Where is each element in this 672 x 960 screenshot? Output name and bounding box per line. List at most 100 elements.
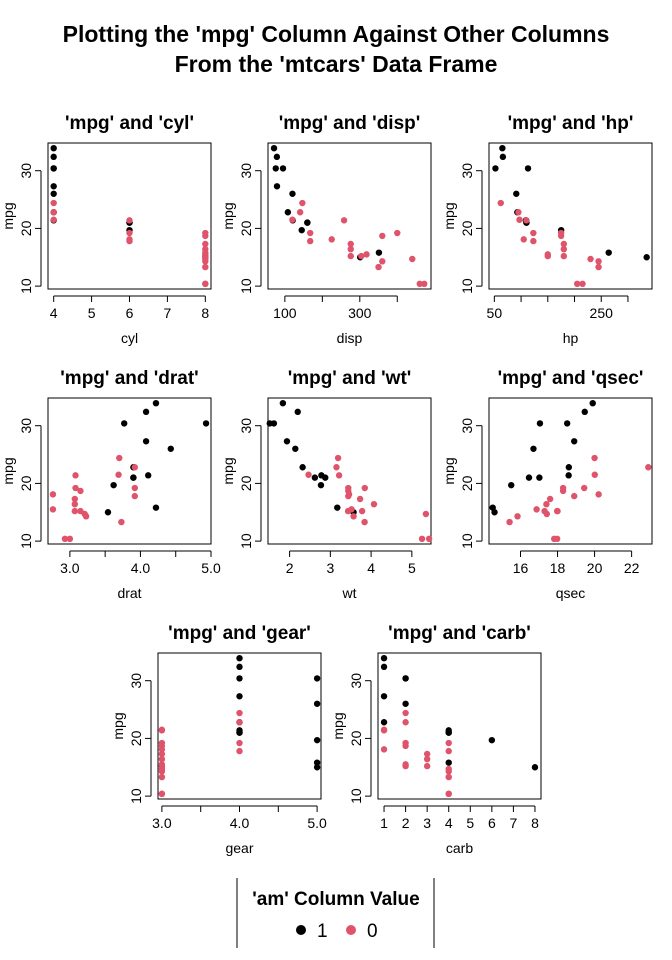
- data-point-am-1: [152, 504, 160, 511]
- data-point-am-0: [49, 506, 57, 513]
- figure-title-line-2: From the 'mtcars' Data Frame: [175, 51, 498, 77]
- data-point-am-0: [158, 790, 166, 798]
- data-point-am-0: [425, 535, 433, 543]
- data-point-am-1: [530, 445, 537, 452]
- x-tick-label: 3: [423, 815, 431, 831]
- x-tick-label: 5: [408, 560, 416, 576]
- data-point-am-1: [311, 474, 319, 481]
- y-axis-label: mpg: [220, 202, 236, 229]
- y-tick-label: 10: [238, 278, 254, 294]
- data-point-am-0: [50, 216, 57, 223]
- data-point-am-1: [130, 474, 137, 481]
- data-point-am-0: [546, 495, 554, 503]
- data-point-am-0: [445, 765, 452, 773]
- x-tick-label: 7: [510, 815, 518, 831]
- y-tick-label: 20: [18, 475, 34, 491]
- data-point-am-0: [306, 229, 314, 237]
- data-point-am-0: [50, 209, 57, 216]
- data-point-am-1: [525, 474, 533, 481]
- data-point-am-0: [543, 500, 550, 508]
- data-point-am-0: [289, 216, 296, 223]
- data-point-am-1: [513, 190, 520, 197]
- data-point-am-1: [298, 226, 305, 234]
- data-point-am-0: [350, 513, 357, 520]
- data-point-am-0: [158, 739, 166, 747]
- y-axis-label: mpg: [0, 202, 16, 229]
- data-point-am-1: [445, 727, 452, 734]
- plot-frame: [47, 397, 212, 545]
- x-tick-label: 3.0: [152, 815, 172, 831]
- data-point-am-1: [492, 165, 499, 172]
- y-tick-label: 10: [459, 533, 475, 549]
- data-point-am-0: [416, 280, 423, 288]
- y-tick-label: 10: [348, 788, 364, 804]
- panel-title: 'mpg' and 'qsec': [498, 368, 644, 389]
- x-tick-label: 300: [348, 305, 372, 321]
- y-tick-label: 30: [18, 163, 34, 179]
- data-point-am-1: [565, 464, 573, 471]
- data-point-am-0: [559, 484, 567, 492]
- x-tick-label: 2: [286, 560, 294, 576]
- data-point-am-1: [142, 438, 150, 445]
- data-point-am-0: [347, 240, 354, 248]
- legend-title: 'am' Column Value: [252, 889, 419, 910]
- data-point-am-1: [236, 675, 243, 682]
- plot-frame: [488, 397, 653, 545]
- data-point-am-1: [499, 153, 507, 161]
- data-point-am-0: [402, 709, 409, 717]
- data-point-am-0: [514, 513, 521, 520]
- data-point-am-0: [158, 746, 166, 753]
- data-point-am-1: [236, 663, 243, 671]
- data-point-am-1: [445, 759, 452, 766]
- data-point-am-1: [488, 736, 496, 744]
- legend-marker-am-1: [296, 925, 306, 935]
- panel-gear: 'mpg' and 'gear' 3.0 4.0 5.0 gear 10 20 30 mpg: [110, 623, 327, 856]
- panel-qsec: 'mpg' and 'qsec' 16 18 20 22 qsec 10 20 30 mpg: [441, 368, 653, 601]
- x-tick-label: 2: [402, 815, 410, 831]
- y-tick-label: 20: [348, 730, 364, 746]
- data-point-am-0: [591, 454, 598, 462]
- x-tick-label: 18: [550, 560, 566, 576]
- data-point-am-1: [536, 420, 544, 427]
- data-point-am-0: [202, 263, 209, 271]
- x-tick-label: 3.0: [60, 560, 80, 576]
- data-point-am-0: [380, 726, 388, 733]
- x-tick-label: 7: [164, 305, 172, 321]
- data-point-am-0: [445, 747, 452, 755]
- data-point-am-0: [345, 491, 353, 498]
- data-point-am-0: [202, 229, 209, 237]
- data-point-am-1: [236, 654, 243, 662]
- data-point-am-0: [595, 263, 602, 271]
- data-point-am-0: [305, 471, 312, 478]
- data-point-am-1: [104, 509, 112, 516]
- data-point-am-1: [279, 399, 287, 407]
- data-point-am-1: [313, 764, 321, 771]
- data-point-am-0: [530, 237, 537, 245]
- data-point-am-0: [560, 245, 568, 253]
- data-point-am-0: [71, 500, 79, 508]
- data-point-am-0: [82, 513, 90, 520]
- x-tick-label: 4: [445, 815, 453, 831]
- data-point-am-1: [167, 445, 174, 452]
- panel-title: 'mpg' and 'carb': [388, 623, 531, 644]
- legend-label-am-0: 0: [367, 921, 378, 942]
- data-point-am-0: [328, 236, 335, 243]
- data-point-am-1: [294, 408, 301, 416]
- data-point-am-1: [380, 663, 388, 671]
- data-point-am-0: [560, 240, 568, 248]
- y-tick-label: 30: [128, 673, 144, 689]
- data-point-am-0: [422, 510, 430, 518]
- data-point-am-0: [370, 500, 378, 508]
- y-tick-label: 20: [459, 220, 475, 236]
- x-tick-label: 22: [624, 560, 640, 576]
- y-tick-label: 10: [128, 788, 144, 804]
- data-point-am-1: [283, 438, 291, 445]
- x-tick-label: 6: [126, 305, 134, 321]
- data-point-am-0: [202, 280, 209, 288]
- data-point-am-0: [347, 252, 354, 260]
- data-point-am-1: [380, 654, 388, 662]
- data-point-am-0: [375, 263, 382, 271]
- data-point-am-1: [531, 764, 539, 771]
- data-point-am-1: [270, 144, 278, 152]
